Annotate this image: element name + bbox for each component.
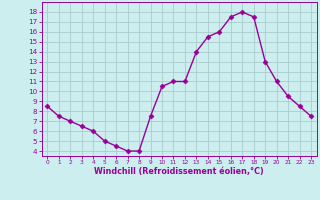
X-axis label: Windchill (Refroidissement éolien,°C): Windchill (Refroidissement éolien,°C) [94,167,264,176]
